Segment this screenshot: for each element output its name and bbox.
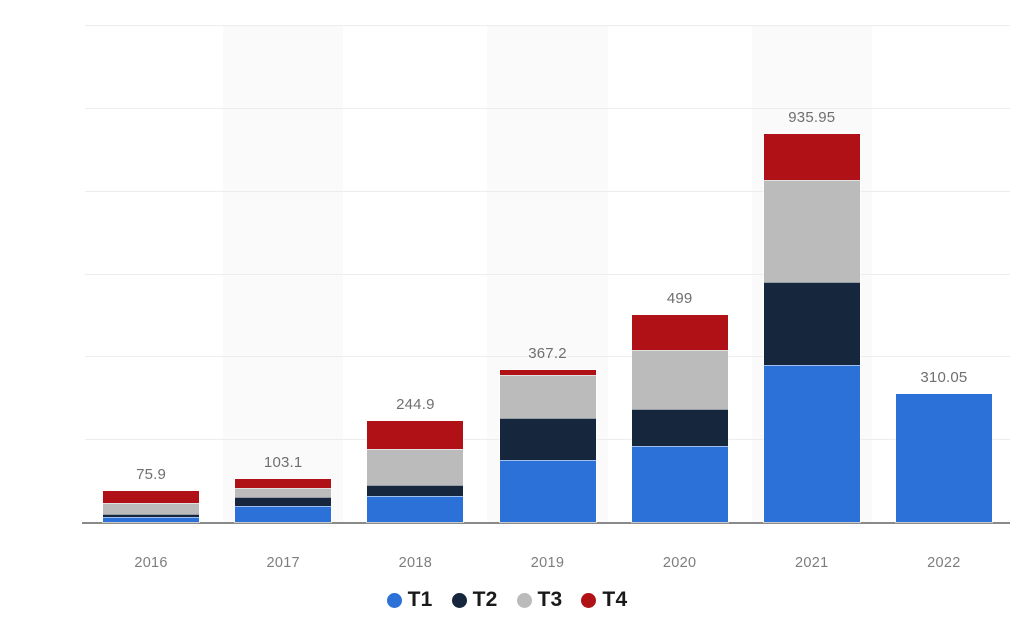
gridline (85, 273, 1010, 275)
bar-total-label-2021: 935.95 (788, 109, 836, 127)
bar-segment-T1-2016[interactable] (102, 516, 201, 523)
bar-segment-T3-2017[interactable] (234, 486, 333, 499)
bar-segment-T1-2022[interactable] (894, 392, 993, 524)
bar-segment-T4-2016[interactable] (102, 489, 201, 505)
bar-segment-T3-2020[interactable] (630, 348, 729, 410)
legend-swatch-T4 (581, 592, 597, 608)
bar-2016[interactable]: 75.9 (102, 25, 201, 523)
legend-label-T2: T2 (472, 588, 498, 611)
bar-total-label-2022: 310.05 (920, 368, 968, 386)
bar-total-label-2019: 367.2 (528, 344, 567, 362)
bar-segment-T1-2017[interactable] (234, 505, 333, 523)
bar-2019[interactable]: 367.2 (498, 25, 597, 524)
bar-segment-T2-2021[interactable] (762, 280, 861, 366)
bar-total-label-2020: 499 (666, 290, 693, 308)
x-axis-tick-label-2017: 2017 (266, 555, 300, 571)
legend-swatch-T2 (451, 592, 467, 608)
bar-total-label-2018: 244.9 (396, 395, 435, 413)
plot-area: 02004006008001,0001,20075.92016103.12017… (82, 25, 1010, 571)
gridline (85, 356, 1010, 358)
bar-segment-T3-2018[interactable] (366, 447, 465, 487)
bar-segment-T2-2018[interactable] (366, 484, 465, 498)
x-axis-tick-label-2020: 2020 (662, 555, 697, 571)
legend-swatch-T3 (516, 592, 532, 608)
x-axis-tick-label-2022: 2022 (927, 555, 961, 571)
x-axis-tick-label-2019: 2019 (530, 555, 565, 571)
bar-segment-T3-2016[interactable] (102, 502, 201, 515)
bar-segment-T3-2021[interactable] (762, 179, 861, 283)
bar-total-label-2016: 75.9 (136, 465, 167, 483)
bar-segment-T3-2019[interactable] (498, 373, 597, 420)
bar-segment-T2-2019[interactable] (498, 417, 597, 461)
legend-item-T4[interactable]: T4 (581, 588, 627, 612)
legend-item-T2[interactable]: T2 (451, 588, 498, 612)
x-axis-tick-label-2016: 2016 (134, 555, 168, 571)
bar-2018[interactable]: 244.9 (366, 25, 465, 523)
x-axis-tick-label-2018: 2018 (398, 555, 433, 571)
bar-2021[interactable]: 935.95 (762, 25, 861, 524)
bar-2017[interactable]: 103.1 (234, 25, 333, 523)
legend-swatch-T1 (386, 592, 402, 608)
bar-2020[interactable]: 499 (630, 25, 729, 523)
legend-label-T3: T3 (537, 588, 563, 611)
gridline (85, 190, 1010, 192)
bar-segment-T1-2021[interactable] (762, 363, 861, 524)
gridline (85, 107, 1010, 109)
x-axis-tick-label-2021: 2021 (795, 555, 829, 571)
bar-segment-T2-2020[interactable] (630, 407, 729, 448)
gridline (85, 25, 1010, 26)
bar-segment-T4-2018[interactable] (366, 419, 465, 450)
bar-segment-T4-2020[interactable] (630, 314, 729, 351)
legend-item-T3[interactable]: T3 (516, 588, 563, 612)
bar-segment-T4-2021[interactable] (762, 133, 861, 182)
bar-segment-T2-2017[interactable] (234, 496, 333, 508)
bar-segment-T1-2019[interactable] (498, 458, 597, 524)
chart-legend: T1 T2 T3 T4 (0, 588, 1024, 612)
bar-segment-T1-2020[interactable] (630, 445, 729, 523)
bar-2022[interactable]: 310.05 (894, 25, 993, 524)
bar-segment-T4-2017[interactable] (234, 478, 333, 489)
bar-total-label-2017: 103.1 (263, 454, 303, 472)
legend-label-T1: T1 (407, 588, 433, 611)
bar-segment-T1-2018[interactable] (366, 495, 465, 523)
bar-segment-T4-2019[interactable] (498, 368, 597, 376)
legend-label-T4: T4 (602, 588, 628, 611)
legend-item-T1[interactable]: T1 (386, 588, 433, 612)
bar-segment-T2-2016[interactable] (102, 512, 201, 519)
x-axis-line (82, 522, 1010, 524)
